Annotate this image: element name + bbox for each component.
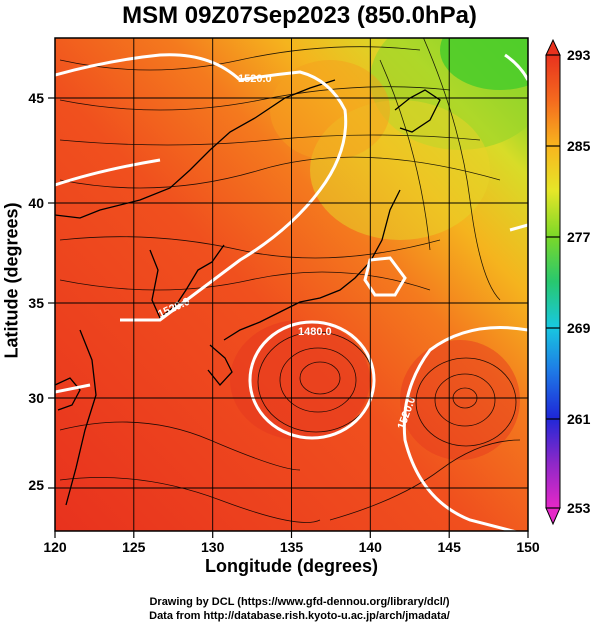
y-tick-label: 30: [28, 390, 44, 406]
y-tick-label: 35: [28, 295, 44, 311]
x-tick-label: 145: [438, 539, 462, 555]
colorbar-label: 269: [567, 320, 591, 336]
y-tick-labels: 25 30 35 40 45: [28, 90, 44, 493]
y-axis-label: Latitude (degrees): [1, 202, 22, 359]
credit-data: Data from http://database.rish.kyoto-u.a…: [149, 610, 450, 622]
x-tick-label: 150: [516, 539, 540, 555]
grid-lines: [55, 38, 528, 531]
tick-marks: [48, 97, 529, 538]
colorbar-label: 285: [567, 138, 591, 154]
contour-label: 1520.0: [238, 73, 272, 85]
x-tick-label: 140: [359, 539, 383, 555]
colorbar: 293 285 277 269 261 253: [545, 38, 591, 526]
x-tick-label: 135: [280, 539, 304, 555]
height-contours: [55, 53, 528, 531]
x-tick-label: 120: [43, 539, 67, 555]
contour-label: 1480.0: [298, 326, 332, 338]
x-tick-label: 130: [201, 539, 225, 555]
chart-title: MSM 09Z07Sep2023 (850.0hPa): [122, 2, 477, 29]
y-tick-label: 45: [28, 90, 44, 106]
x-tick-label: 125: [122, 539, 146, 555]
colorbar-label: 293: [567, 47, 591, 63]
colorbar-label: 261: [567, 411, 591, 427]
colorbar-label: 253: [567, 500, 591, 516]
y-tick-label: 25: [28, 477, 44, 493]
x-tick-labels: 120 125 130 135 140 145 150: [43, 539, 540, 555]
streamlines: [59, 38, 521, 523]
x-axis-label: Longitude (degrees): [204, 556, 378, 576]
y-tick-label: 40: [28, 195, 44, 211]
credit-drawing: Drawing by DCL (https://www.gfd-dennou.o…: [149, 596, 450, 608]
colorbar-label: 277: [567, 229, 591, 245]
